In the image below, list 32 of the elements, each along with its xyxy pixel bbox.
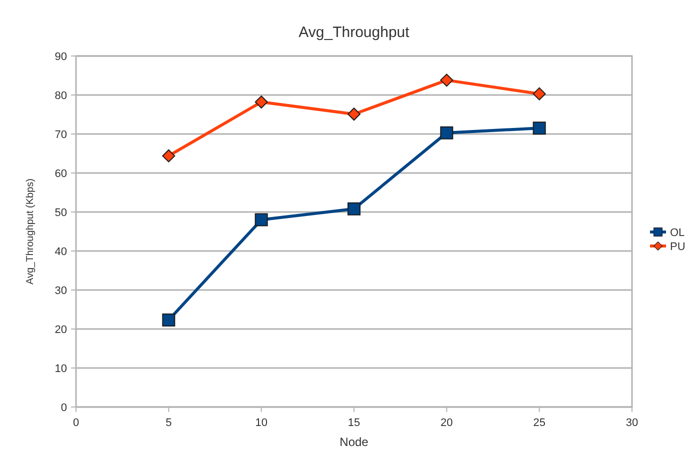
- chart-title: Avg_Throughput: [298, 24, 410, 41]
- x-tick-label: 25: [533, 417, 546, 429]
- point: [254, 213, 268, 226]
- legend-label: OL: [670, 227, 685, 239]
- y-tick-label: 60: [54, 168, 67, 180]
- y-tick-label: 30: [54, 285, 67, 297]
- x-tick-label: 10: [255, 417, 268, 429]
- x-tick-label: 30: [626, 417, 638, 429]
- x-tick-label: 0: [72, 417, 80, 429]
- y-tick-label: 10: [54, 363, 67, 375]
- x-tick-label: 5: [166, 417, 172, 429]
- x-tick-label: 15: [348, 417, 360, 429]
- y-tick-label: 90: [54, 51, 67, 63]
- point: [440, 74, 454, 87]
- point: [254, 96, 268, 109]
- point: [162, 314, 176, 327]
- point: [532, 122, 546, 135]
- y-axis-title: Avg_Throughput (Kbps): [25, 178, 36, 284]
- point: [440, 126, 454, 140]
- x-axis-title: Node: [340, 435, 369, 449]
- point: [532, 87, 546, 100]
- y-tick-label: 80: [54, 90, 67, 102]
- y-tick-label: 40: [54, 246, 67, 258]
- y-tick-label: 70: [54, 129, 67, 141]
- point: [348, 108, 360, 121]
- y-tick-label: 0: [60, 402, 67, 414]
- legend-label: PU: [670, 241, 686, 253]
- y-tick-label: 50: [54, 207, 67, 219]
- point: [162, 149, 176, 162]
- y-tick-label: 20: [54, 324, 67, 336]
- x-tick-label: 20: [440, 417, 453, 429]
- point: [348, 202, 360, 216]
